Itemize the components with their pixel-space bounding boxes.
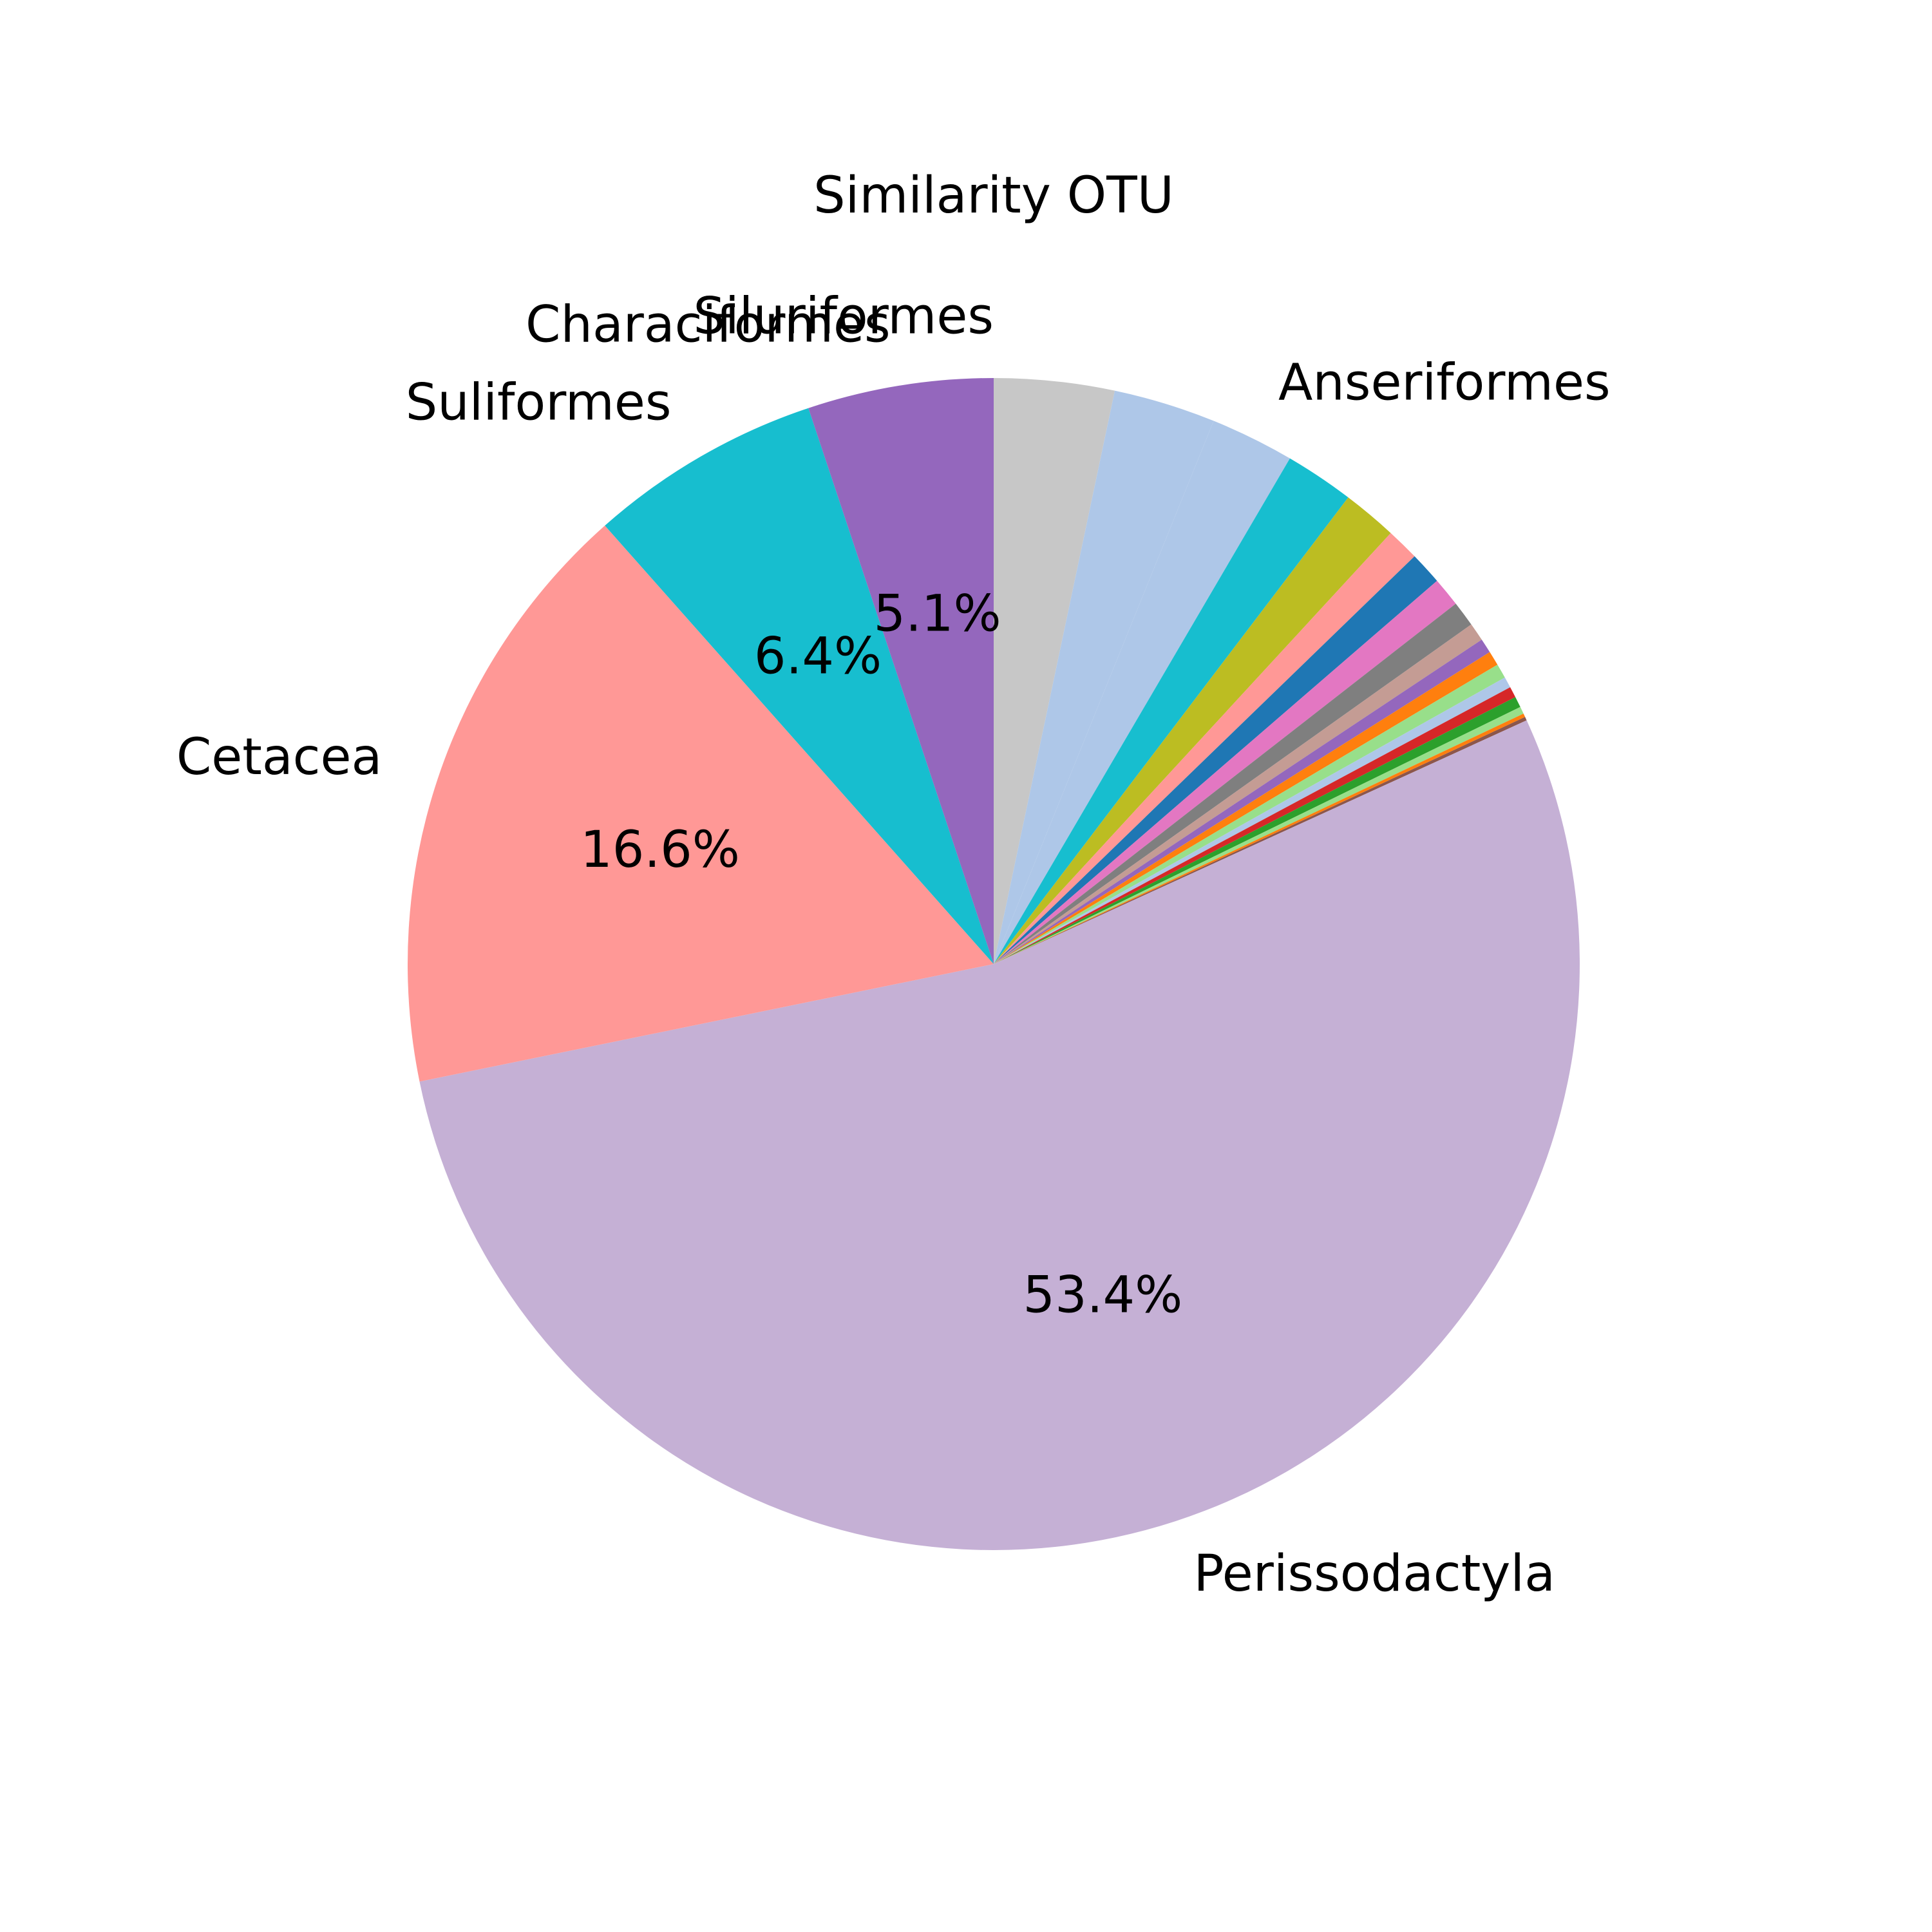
slice-label-siluriformes: Siluriformes [693,287,994,345]
pie-slice-18 [994,717,1527,964]
pie-slice-11 [994,652,1498,964]
slice-label-characiformes: Characiformes [526,296,891,354]
pie-slice-perissodactyla [419,720,1580,1550]
pie-slice-13 [994,677,1511,964]
pie-slice-suliformes [605,408,994,964]
pie-slice-9 [994,624,1482,964]
slice-label-perissodactyla: Perissodactyla [1194,1545,1555,1603]
pie-slice-1 [994,390,1214,964]
slice-label-suliformes: Suliformes [406,374,672,432]
pie-slice-anseriformes [994,421,1290,964]
pie-slice-6 [994,556,1437,964]
slice-pct-label-suliformes: 6.4% [754,628,882,686]
pie-slice-4 [994,497,1391,964]
pie-slice-5 [994,533,1415,964]
pie-slice-cetacea [408,526,994,1082]
pie-slice-10 [994,639,1490,964]
slice-pct-label-perissodactyla: 53.4% [1023,1267,1182,1325]
pie-slice-17 [994,714,1526,964]
pie-labels: Anseriformes Perissodactyla 53.4% Cetacea 16… [176,287,1611,1603]
slice-label-cetacea: Cetacea [176,728,383,786]
pie-slice-16 [994,706,1524,964]
pie-slice-characiformes [808,378,994,964]
pie-slice-8 [994,603,1472,964]
pie-slice-7 [994,580,1456,964]
pie-slice-12 [994,665,1505,964]
slice-pct-label-cetacea: 16.6% [580,821,740,879]
chart-title: Similarity OTU [813,167,1174,225]
slice-pct-label-characiformes: 5.1% [873,585,1001,643]
pie-slices [408,378,1580,1550]
pie-slice-3 [994,458,1349,964]
pie-slice-0 [994,378,1115,964]
pie-slice-14 [994,687,1516,964]
slice-label-anseriformes: Anseriformes [1278,354,1611,412]
pie-slice-15 [994,697,1520,964]
